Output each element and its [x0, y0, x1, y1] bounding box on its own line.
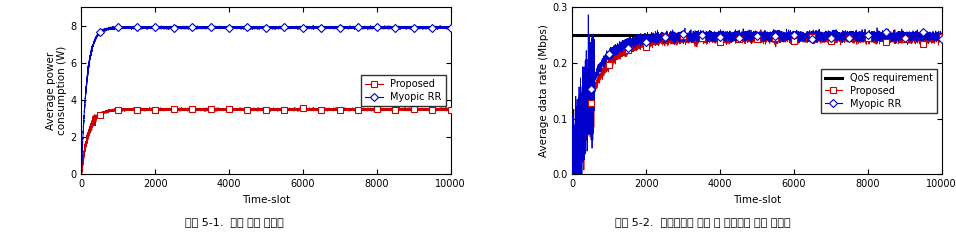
Legend: Proposed, Myopic RR: Proposed, Myopic RR — [361, 76, 445, 106]
X-axis label: Time-slot: Time-slot — [733, 195, 781, 205]
Text: 그림 5-1.  평균 전력 소모량: 그림 5-1. 평균 전력 소모량 — [185, 217, 284, 228]
Legend: QoS requirement, Proposed, Myopic RR: QoS requirement, Proposed, Myopic RR — [821, 69, 937, 113]
Y-axis label: Average power
consumption (W): Average power consumption (W) — [46, 46, 67, 136]
Y-axis label: Average data rate (Mbps): Average data rate (Mbps) — [539, 24, 550, 157]
Text: 그림 5-2.  기지국에서 가장 먼 사용자의 평균 전송률: 그림 5-2. 기지국에서 가장 먼 사용자의 평균 전송률 — [615, 217, 791, 228]
X-axis label: Time-slot: Time-slot — [242, 195, 290, 205]
